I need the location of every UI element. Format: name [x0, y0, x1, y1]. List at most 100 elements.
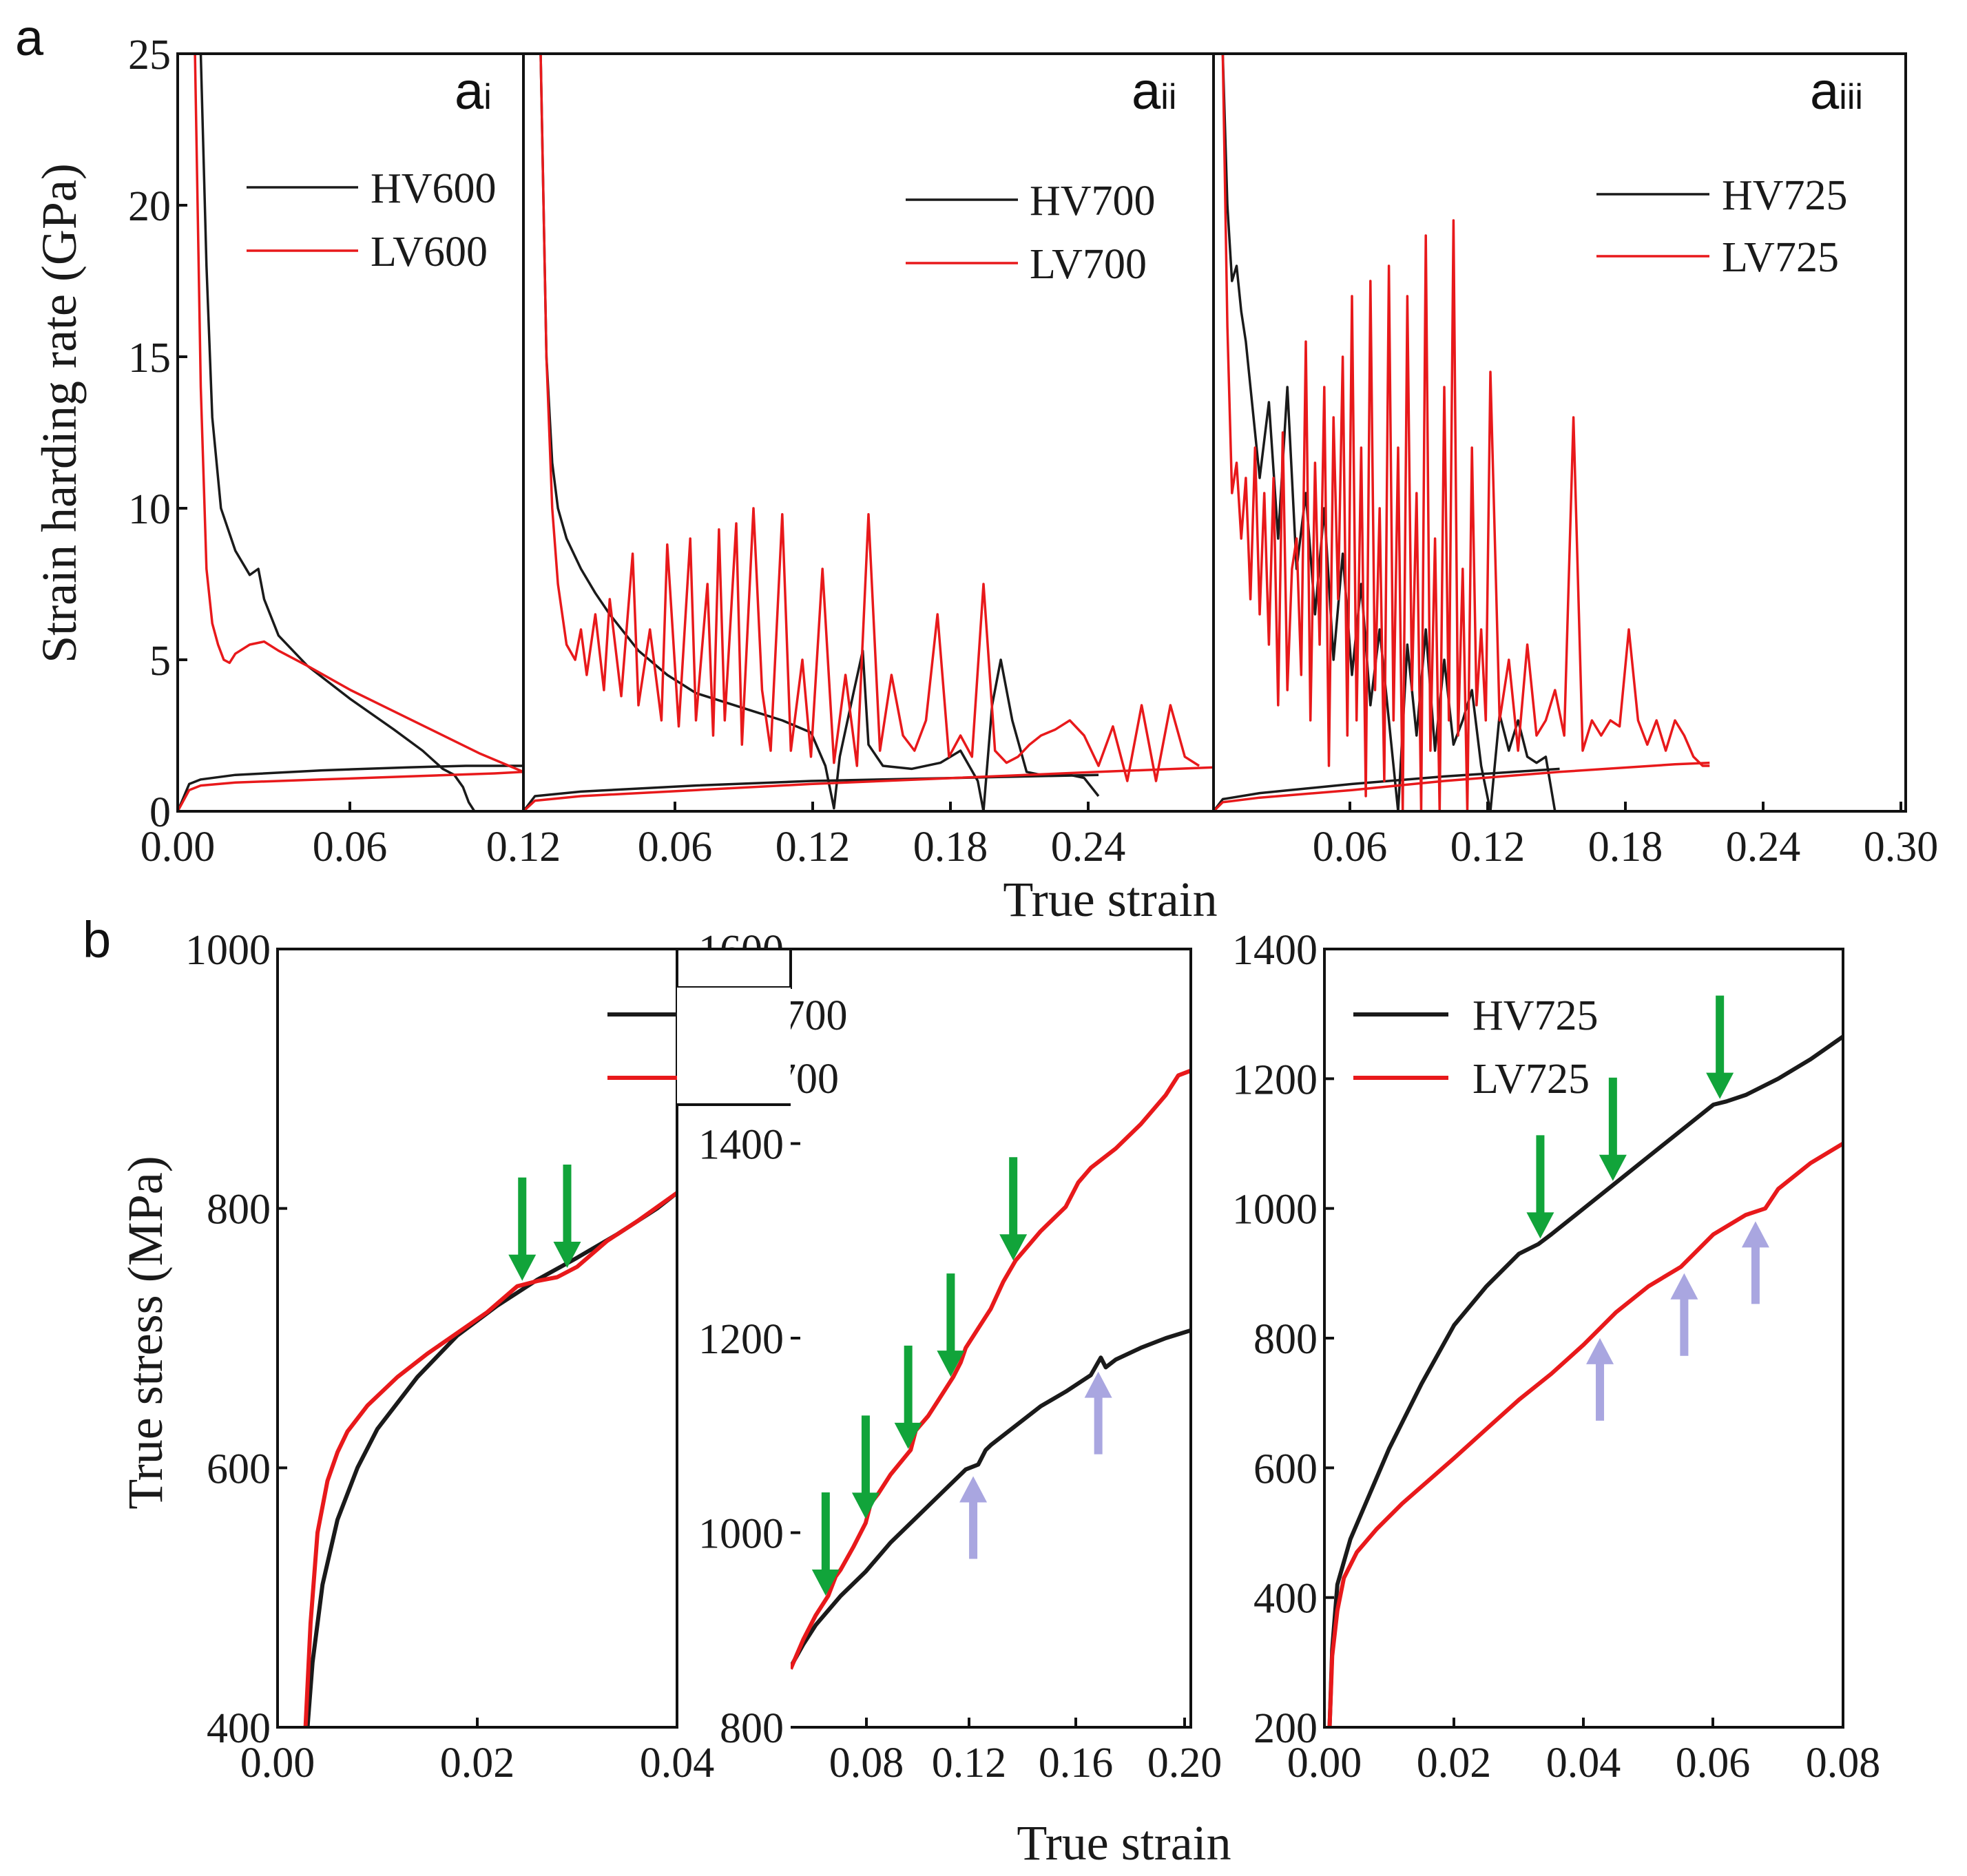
x-tick-label: 0.30: [1864, 824, 1939, 871]
series-line-lv700: [303, 1191, 677, 1727]
chart-a-iii: 0.06 0.12 0.18 0.24 0.30 HV725 LV725: [1212, 52, 1939, 871]
plot-frame: [276, 948, 678, 1729]
legend-label: LV725: [1722, 234, 1839, 281]
x-tick-label: 0.12: [776, 824, 851, 871]
purple-arrow-up-icon: [1084, 1371, 1112, 1455]
x-tick-label: 0.12: [932, 1740, 1007, 1786]
series-line-hv700: [305, 1191, 677, 1727]
x-tick-label: 0.18: [913, 824, 988, 871]
green-arrow-down-icon: [851, 1415, 880, 1519]
y-tick-label: 15: [128, 335, 171, 382]
x-tick-label: 0.00: [240, 1740, 315, 1786]
subpanel-label-ai-main: a: [455, 62, 484, 121]
series-line-hv725-flow-: [1214, 767, 1560, 811]
y-tick-label: 1400: [698, 1122, 784, 1169]
green-arrow-down-icon: [1526, 1135, 1554, 1239]
plot-frame: [522, 52, 1215, 813]
purple-arrow-up-icon: [1741, 1221, 1769, 1304]
legend: HV600 LV600: [247, 165, 497, 275]
y-tick-label: 600: [207, 1446, 271, 1492]
y-tick-label: 1000: [1232, 1187, 1318, 1233]
x-tick-label: 0.04: [640, 1740, 715, 1786]
y-tick-label: 400: [207, 1705, 271, 1752]
series-line-lv600-flow-: [178, 771, 523, 811]
x-tick-label: 0.04: [1546, 1740, 1621, 1786]
series-line-hv600-flow-: [178, 764, 523, 811]
b2-top-label-box: [676, 948, 792, 1106]
y-tick-label: 800: [207, 1187, 271, 1233]
green-arrow-down-icon: [894, 1345, 922, 1449]
legend-label: HV700: [1030, 178, 1156, 225]
series-line-hv700: [539, 54, 1100, 811]
chart-a-ii: 0.06 0.12 0.18 0.24 HV700 LV700: [522, 52, 1215, 871]
series-line-lv700-flow-: [523, 766, 1214, 811]
y-tick-label: 1400: [1232, 927, 1318, 974]
green-arrow-down-icon: [1706, 995, 1734, 1099]
y-tick-label: 20: [128, 183, 171, 230]
legend: HV700 LV700: [906, 178, 1156, 288]
x-tick-label: 0.12: [1450, 824, 1526, 871]
a-y-axis-title: Strain harding rate (GPa): [32, 163, 87, 663]
chart-b-2: 80010001200140016000.080.120.160.20: [698, 927, 1222, 1786]
series-line-lv725: [1327, 1141, 1843, 1727]
x-tick-label: 0.06: [1313, 824, 1388, 871]
purple-arrow-up-icon: [959, 1476, 988, 1559]
green-arrow-down-icon: [553, 1164, 581, 1268]
green-arrow-down-icon: [811, 1492, 840, 1596]
y-tick-label: 1000: [185, 927, 271, 974]
label-box: [676, 948, 792, 989]
x-tick-label: 0.00: [1287, 1740, 1362, 1786]
series-line-lv700: [539, 54, 1200, 782]
green-arrow-down-icon: [937, 1273, 965, 1377]
plot-frame: [791, 948, 1192, 1729]
series-line-hv725: [1327, 1034, 1843, 1727]
purple-arrow-up-icon: [1586, 1337, 1614, 1421]
chart-b-3: 200 400 600 800 1000 1200 1400 0.00 0.02 0.04 0.06…: [1232, 927, 1880, 1786]
series-line-hv725: [1221, 54, 1557, 811]
x-tick-label: 0.16: [1039, 1740, 1114, 1786]
series-line-hv700: [791, 1328, 1191, 1668]
green-arrow-down-icon: [999, 1157, 1028, 1261]
x-tick-label: 0.08: [1806, 1740, 1881, 1786]
y-tick-label: 600: [1253, 1446, 1318, 1492]
legend: HV725 LV725: [1596, 172, 1848, 281]
legend-label: HV600: [371, 165, 497, 212]
x-tick-label: 0.06: [313, 824, 388, 871]
y-tick-label: 1200: [1232, 1056, 1318, 1103]
x-tick-label: 0.02: [1417, 1740, 1492, 1786]
b-y-axis-title: True stress (MPa): [118, 1156, 173, 1509]
legend-label: LV600: [371, 229, 488, 275]
y-tick-label: 10: [128, 486, 171, 533]
plot-frame: [1212, 52, 1907, 813]
a-x-axis-title: True strain: [1003, 872, 1217, 927]
panel-a-label: a: [15, 9, 44, 66]
subpanel-label-aii-sub: ii: [1161, 77, 1176, 117]
subpanel-label-aiii: aiii: [1810, 62, 1863, 121]
y-tick-label: 800: [1253, 1316, 1318, 1363]
series-line-lv600: [194, 54, 523, 773]
x-tick-label: 0.12: [486, 824, 561, 871]
series-line-hv600: [199, 54, 476, 811]
label-gap: [677, 988, 791, 1105]
legend-label: HV725: [1472, 992, 1599, 1039]
subpanel-label-aii: aii: [1132, 62, 1176, 121]
subpanel-label-ai-sub: i: [483, 77, 492, 117]
green-arrow-down-icon: [1599, 1077, 1627, 1181]
y-tick-label: 800: [720, 1705, 784, 1752]
subpanel-label-aiii-main: a: [1810, 62, 1840, 121]
legend-label: LV700: [1030, 241, 1147, 288]
subpanel-label-aiii-sub: iii: [1839, 77, 1863, 117]
series-line-lv725-flow-: [1214, 761, 1710, 811]
y-tick-label: 1200: [698, 1316, 784, 1363]
panel-b-label: b: [83, 911, 111, 968]
series-line-hv700-flow-: [523, 773, 1099, 811]
y-tick-label: 0: [149, 789, 171, 836]
x-tick-label: 0.06: [638, 824, 713, 871]
x-tick-label: 0.24: [1726, 824, 1801, 871]
y-tick-label: 1000: [698, 1511, 784, 1558]
y-tick-label: 200: [1253, 1705, 1318, 1752]
purple-arrow-up-icon: [1670, 1273, 1698, 1356]
x-tick-label: 0.24: [1051, 824, 1126, 871]
x-tick-label: 0.02: [440, 1740, 515, 1786]
legend-label: HV725: [1722, 172, 1848, 219]
